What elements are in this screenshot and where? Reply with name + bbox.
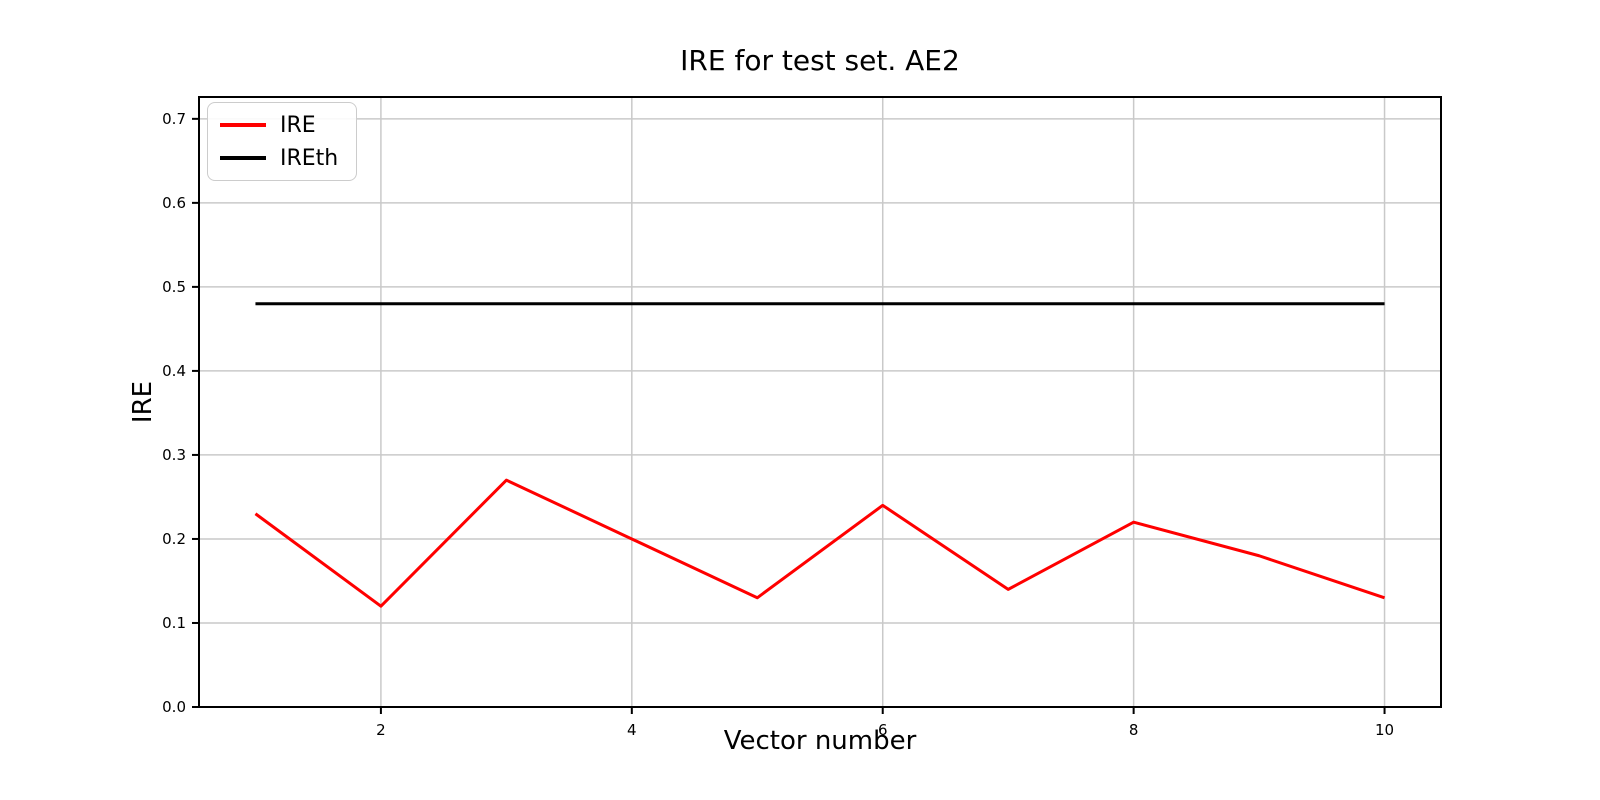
ire-line-swatch — [220, 123, 266, 127]
legend: IRE IREth — [207, 102, 358, 181]
y-tick-label: 0.7 — [162, 110, 186, 128]
x-tick-label: 6 — [878, 721, 888, 739]
legend-label-ireth: IREth — [280, 145, 339, 171]
ire-series-line — [254, 478, 1386, 608]
plot-border — [198, 96, 1442, 708]
ireth-line-swatch — [220, 156, 266, 160]
y-tick-label: 0.0 — [162, 698, 186, 716]
legend-item-ire: IRE — [220, 112, 338, 138]
x-axis-label: Vector number — [723, 726, 917, 756]
legend-label-ire: IRE — [280, 112, 316, 138]
legend-item-ireth: IREth — [220, 145, 338, 171]
x-tick-label: 2 — [376, 721, 386, 739]
y-axis-label: IRE — [128, 380, 158, 424]
y-tick-label: 0.3 — [162, 446, 186, 464]
y-tick-label: 0.6 — [162, 194, 186, 212]
y-tick-label: 0.4 — [162, 362, 186, 380]
chart-title: IRE for test set. AE2 — [680, 44, 960, 77]
x-tick-label: 10 — [1375, 721, 1394, 739]
x-tick-label: 4 — [627, 721, 637, 739]
x-tick-label: 8 — [1129, 721, 1139, 739]
y-tick-label: 0.2 — [162, 530, 186, 548]
y-tick-label: 0.1 — [162, 614, 186, 632]
y-tick-label: 0.5 — [162, 278, 186, 296]
